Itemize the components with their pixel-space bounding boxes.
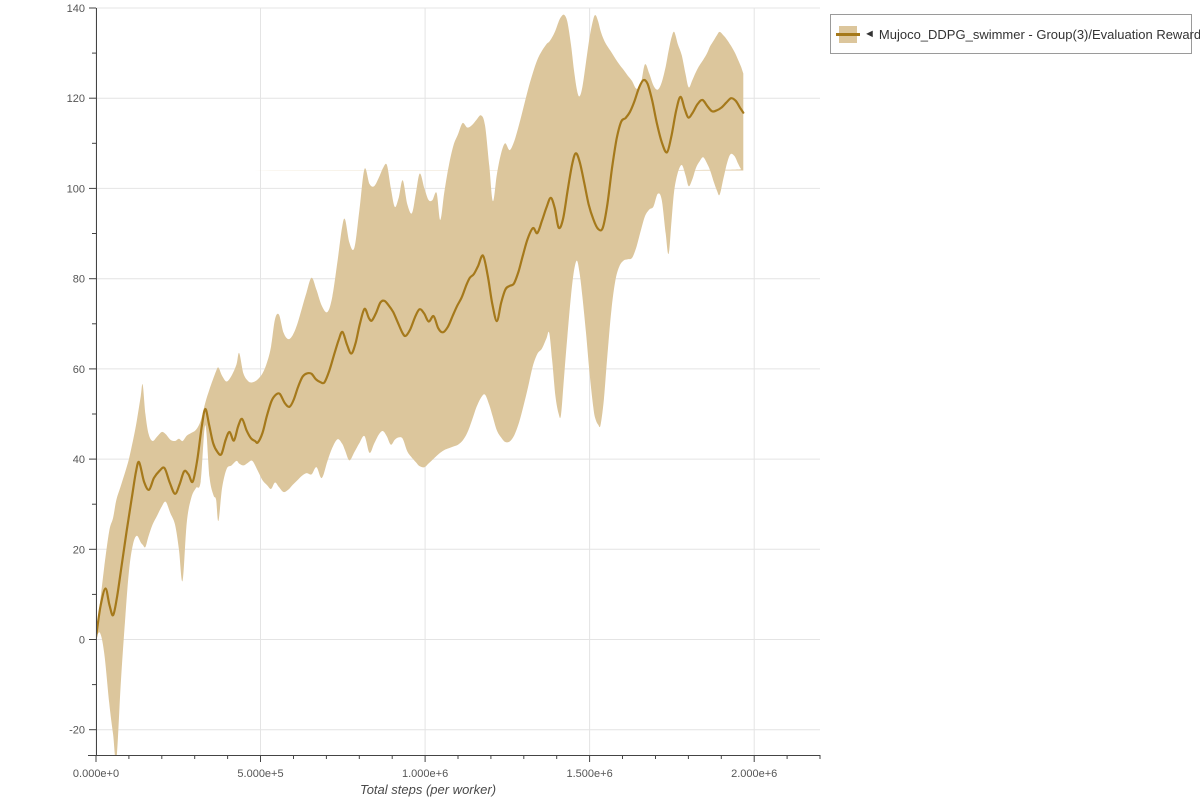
legend-entry-label: Mujoco_DDPG_swimmer - Group(3)/Evaluatio… <box>878 26 1200 42</box>
y-tick-label: 100 <box>67 183 85 195</box>
y-tick-label: 80 <box>73 274 85 286</box>
reward-line <box>96 78 745 639</box>
legend: ◄ Mujoco_DDPG_swimmer - Group(3)/Evaluat… <box>830 14 1200 54</box>
y-tick-label: 60 <box>73 364 85 376</box>
collapse-triangle-icon: ◄ <box>864 27 875 40</box>
y-tick-label: 20 <box>73 544 85 556</box>
y-tick-label: 140 <box>67 3 85 15</box>
ticks <box>89 7 821 762</box>
axes <box>88 8 820 756</box>
x-tick-label: 5.000e+5 <box>237 768 283 780</box>
x-tick-label: 1.000e+6 <box>402 768 448 780</box>
x-tick-label: 2.000e+6 <box>731 768 777 780</box>
confidence-band <box>96 14 744 755</box>
y-tick-label: 40 <box>73 454 85 466</box>
x-tick-label: 1.500e+6 <box>567 768 613 780</box>
x-tick-labels: 0.000e+0 5.000e+5 1.000e+6 1.500e+6 2.000e+6 <box>73 768 777 780</box>
legend-entry[interactable]: ◄ Mujoco_DDPG_swimmer - Group(3)/Evaluat… <box>836 25 1200 43</box>
x-axis-title: Total steps (per worker) <box>359 782 497 797</box>
y-tick-labels: -20 0 20 40 60 80 100 120 140 <box>67 3 85 737</box>
y-tick-label: -20 <box>69 725 85 737</box>
x-tick-label: 0.000e+0 <box>73 768 119 780</box>
legend-swatch-icon <box>836 25 860 43</box>
y-tick-label: 120 <box>67 93 85 105</box>
y-tick-label: 0 <box>79 635 85 647</box>
